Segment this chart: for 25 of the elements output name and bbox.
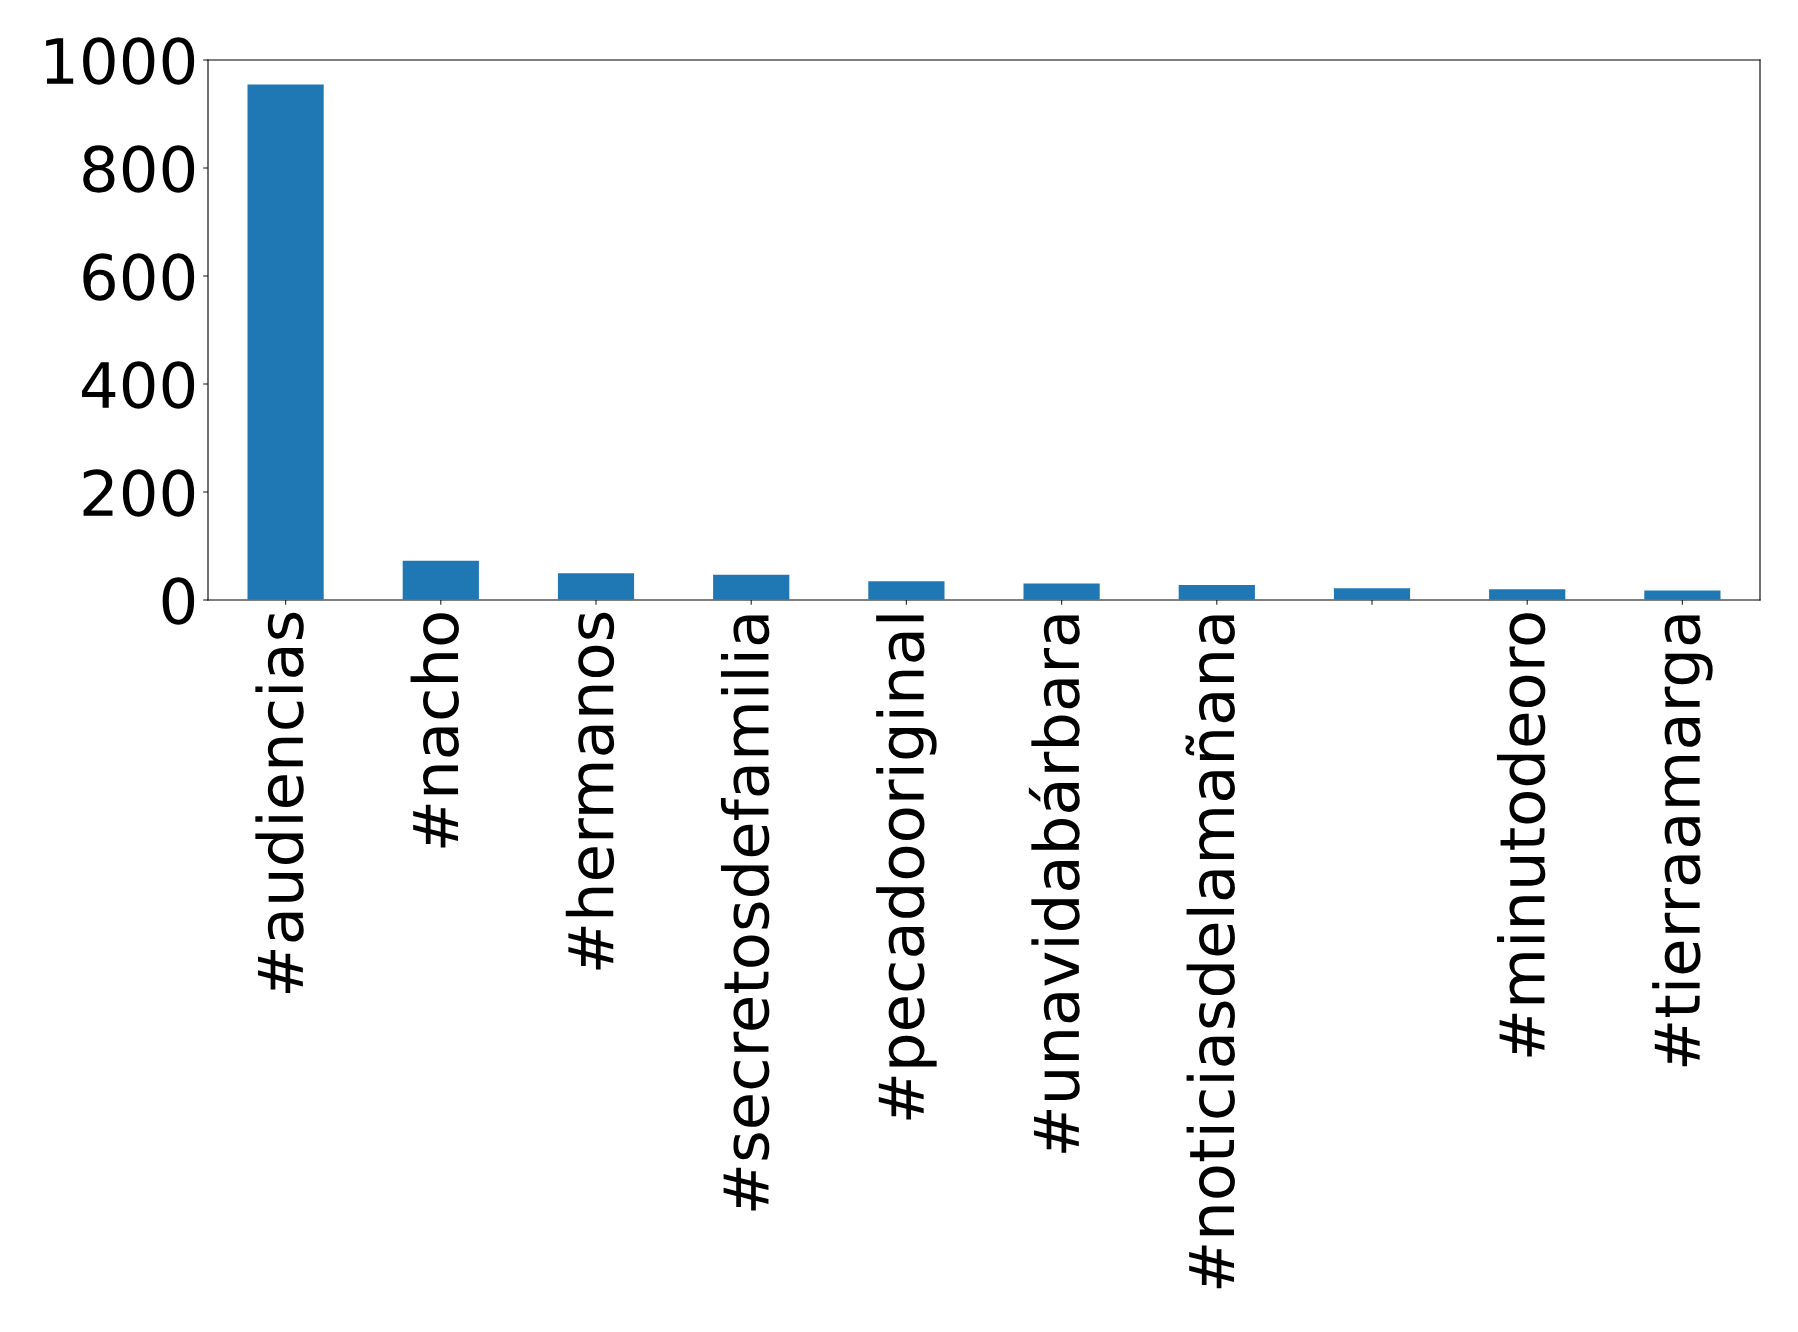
x-tick-label: #noticiasdelamañana <box>1185 615 1235 1289</box>
y-tick-label: 600 <box>83 253 195 301</box>
y-tick-label: 1000 <box>46 37 195 85</box>
x-tick-label: #nacho <box>410 613 459 848</box>
bar <box>1177 583 1257 600</box>
y-tick-label: 0 <box>162 577 195 625</box>
bar <box>1022 582 1102 600</box>
y-tick-label: 400 <box>82 361 195 409</box>
x-tick-label: #pecadooriginal <box>876 615 937 1120</box>
bar <box>401 559 481 600</box>
bar <box>556 571 636 600</box>
bar <box>1642 589 1722 600</box>
x-tick-label: #secretosdefamilia <box>720 615 770 1211</box>
bar <box>246 83 326 600</box>
bar <box>711 573 791 600</box>
x-tick-label: #audiencias <box>255 612 304 993</box>
x-tick-label: #tierraamarga <box>1652 615 1713 1067</box>
bar <box>866 579 946 600</box>
bar <box>1487 587 1567 600</box>
bar <box>1332 586 1412 600</box>
x-tick-label: #hermanos <box>565 612 615 970</box>
y-tick-label: 800 <box>83 145 195 193</box>
x-tick-label: #unavidabárbara <box>1028 615 1080 1153</box>
x-tick-label: #minutodeoro <box>1496 613 1546 1057</box>
y-tick-label: 200 <box>83 469 195 517</box>
